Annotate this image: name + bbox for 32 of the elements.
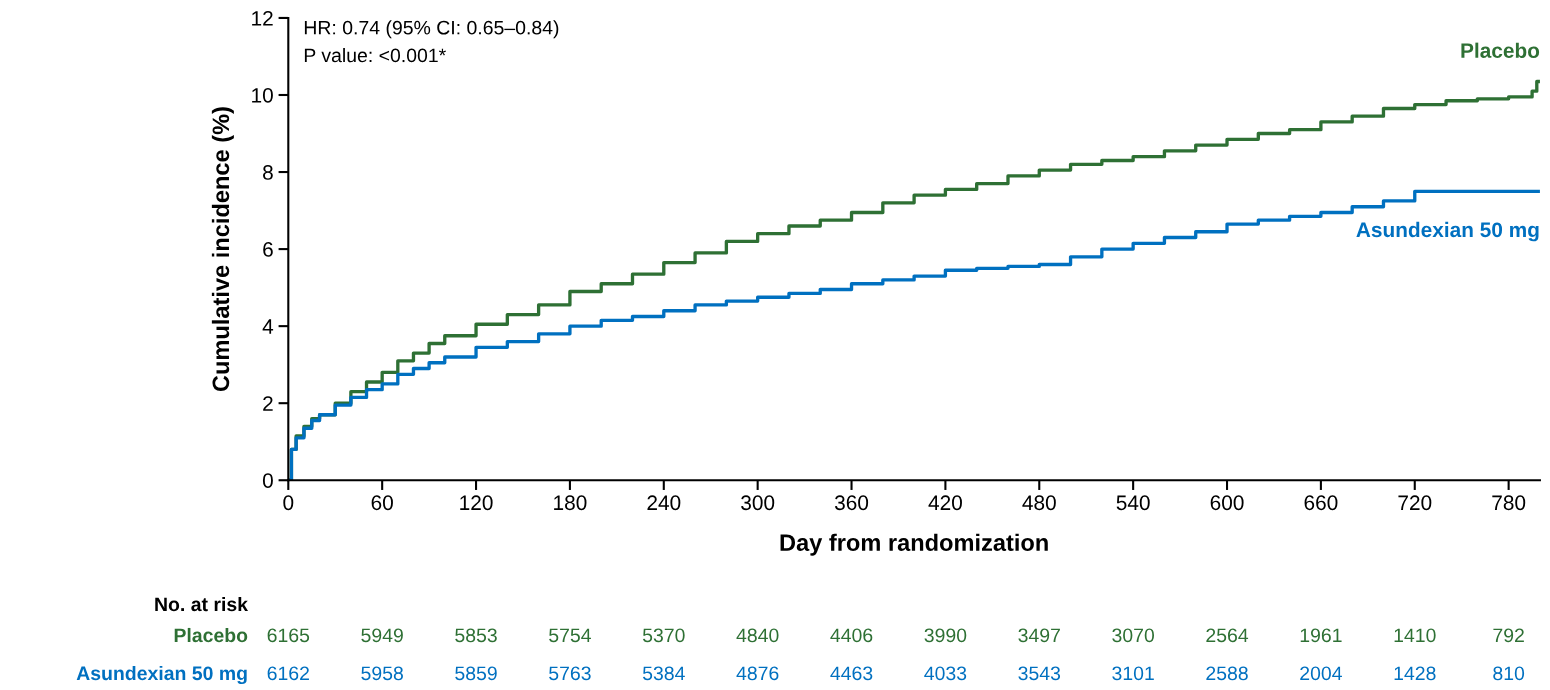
- text: No. at risk: [155, 596, 249, 612]
- y-axis-title: Cumulative incidence (%): [211, 107, 234, 392]
- annotation: P value: <0.001*: [304, 47, 446, 63]
- text: Placebo: [174, 627, 248, 643]
- x-tick-label: 540: [1116, 495, 1150, 511]
- x-tick-label: 660: [1304, 495, 1338, 511]
- x-tick-label: 0: [283, 495, 294, 511]
- y-tick-label: 0: [262, 473, 273, 488]
- x-tick-label: 360: [834, 495, 869, 511]
- series-label: Placebo: [1461, 42, 1540, 58]
- y-tick-label: 4: [262, 319, 274, 334]
- text: 6165 5949 5853 5754 5370 4840 4406 3990 3497 3070 2564 1961 1410 792: [267, 628, 1524, 643]
- x-tick-label: 420: [928, 495, 962, 511]
- x-tick-label: 480: [1022, 495, 1056, 511]
- y-tick-label: 2: [263, 396, 273, 411]
- x-tick-label: 120: [460, 495, 493, 511]
- y-tick-label: 8: [263, 165, 273, 180]
- x-tick-label: 720: [1398, 495, 1432, 511]
- series-label: Asundexian 50 mg: [1356, 221, 1539, 242]
- annotation: HR: 0.74 (95% CI: 0.65–0.84): [304, 20, 559, 39]
- x-axis-title: Day from randomization: [780, 533, 1048, 556]
- x-tick-label: 240: [647, 495, 681, 511]
- text: Asundexian 50 mg: [76, 665, 247, 685]
- x-tick-label: 180: [554, 495, 587, 511]
- y-tick-label: 12: [252, 10, 273, 26]
- x-tick-label: 60: [371, 495, 393, 511]
- y-tick-label: 6: [263, 242, 273, 257]
- y-tick-label: 10: [252, 87, 273, 103]
- x-tick-label: 300: [741, 495, 775, 511]
- x-tick-label: 600: [1210, 495, 1244, 511]
- text: 6162 5958 5859 5763 5384 4876 4463 4033 3543 3101 2588 2004 1428 810: [267, 666, 1525, 681]
- x-tick-label: 780: [1492, 495, 1526, 511]
